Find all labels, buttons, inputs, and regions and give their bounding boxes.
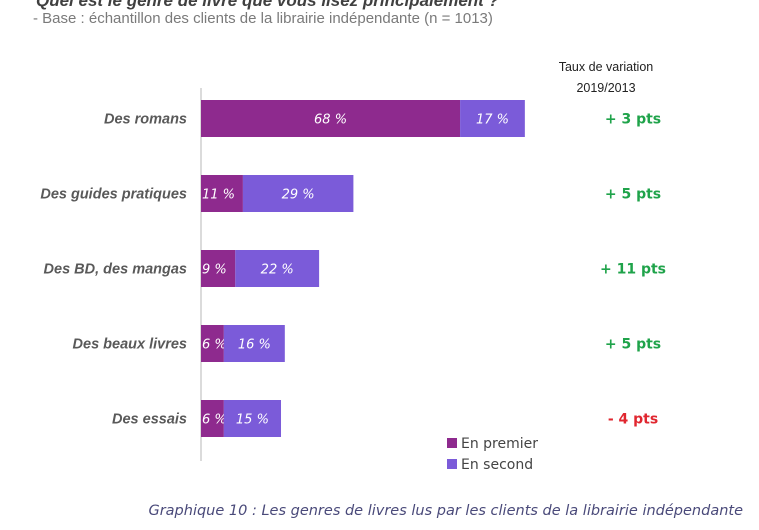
category-label: Des BD, des mangas <box>44 262 187 278</box>
data-label: 68 % <box>314 113 347 128</box>
data-label: 11 % <box>202 188 235 203</box>
bar-segment-second <box>242 175 354 212</box>
bar-segment-premier <box>201 175 243 212</box>
legend-swatch <box>447 459 457 469</box>
category-label: Des romans <box>104 112 187 128</box>
bar-segment-premier <box>201 400 224 437</box>
data-label: 6 % <box>202 338 227 353</box>
variation-label: + 5 pts <box>605 187 661 203</box>
category-label: Des guides pratiques <box>40 187 187 203</box>
legend-swatch <box>447 438 457 448</box>
data-label: 6 % <box>202 413 227 428</box>
chart-title: Quel est le genre de livre que vous lise… <box>36 0 499 10</box>
bar-segment-second <box>235 250 320 287</box>
data-label: 9 % <box>202 263 227 278</box>
data-label: 15 % <box>236 413 269 428</box>
bar-segment-premier <box>201 100 461 137</box>
legend-label: En second <box>461 457 533 473</box>
category-label: Des beaux livres <box>73 337 187 353</box>
variation-header: Taux de variation <box>558 60 654 74</box>
bar-segment-premier <box>201 325 224 362</box>
figure-caption: Graphique 10 : Les genres de livres lus … <box>148 503 743 519</box>
data-label: 22 % <box>261 263 294 278</box>
legend-label: En premier <box>461 436 538 452</box>
bar-segment-premier <box>201 250 236 287</box>
data-label: 17 % <box>476 113 509 128</box>
bar-segment-second <box>223 325 285 362</box>
data-label: 29 % <box>282 188 315 203</box>
variation-label: + 3 pts <box>605 112 661 128</box>
variation-header-period: 2019/2013 <box>576 81 636 95</box>
variation-label: + 5 pts <box>605 337 661 353</box>
variation-label: - 4 pts <box>608 412 658 428</box>
bar-segment-second <box>460 100 525 137</box>
variation-label: + 11 pts <box>600 262 666 278</box>
chart-subtitle: - Base : échantillon des clients de la l… <box>33 10 493 27</box>
bar-segment-second <box>223 400 282 437</box>
data-label: 16 % <box>238 338 271 353</box>
category-label: Des essais <box>112 412 187 428</box>
